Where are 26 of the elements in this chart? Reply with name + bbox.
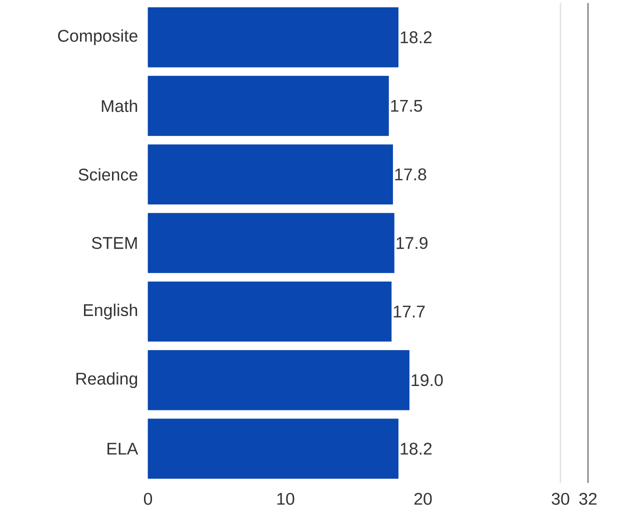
x-tick-label: 0 (144, 492, 152, 505)
y-tick-label: English (84, 304, 138, 320)
data-label: 17.9 (396, 237, 428, 250)
data-label: 19.0 (412, 374, 443, 386)
y-tick-label: ELA (108, 442, 138, 455)
data-label: 18.2 (400, 31, 432, 44)
x-tick-label: 20 (414, 492, 432, 505)
bar (148, 76, 389, 136)
y-tick-label: Math (102, 100, 138, 112)
data-label: 17.7 (394, 306, 425, 318)
bar (148, 144, 393, 204)
x-tick-label: 32 (579, 492, 597, 505)
bar (148, 7, 398, 68)
bar (148, 282, 392, 342)
y-tick-label: Composite (58, 29, 138, 46)
bar (148, 418, 398, 479)
x-tick-label: 30 (552, 492, 570, 505)
data-label: 18.2 (400, 442, 432, 455)
bar (148, 212, 394, 274)
x-tick-label: 10 (277, 492, 294, 505)
y-tick-label: Science (78, 168, 138, 181)
data-label: 17.8 (395, 168, 426, 180)
data-label: 17.5 (391, 100, 422, 112)
bar (148, 350, 410, 410)
y-tick-label: STEM (92, 237, 137, 250)
y-tick-label: Reading (76, 372, 138, 388)
